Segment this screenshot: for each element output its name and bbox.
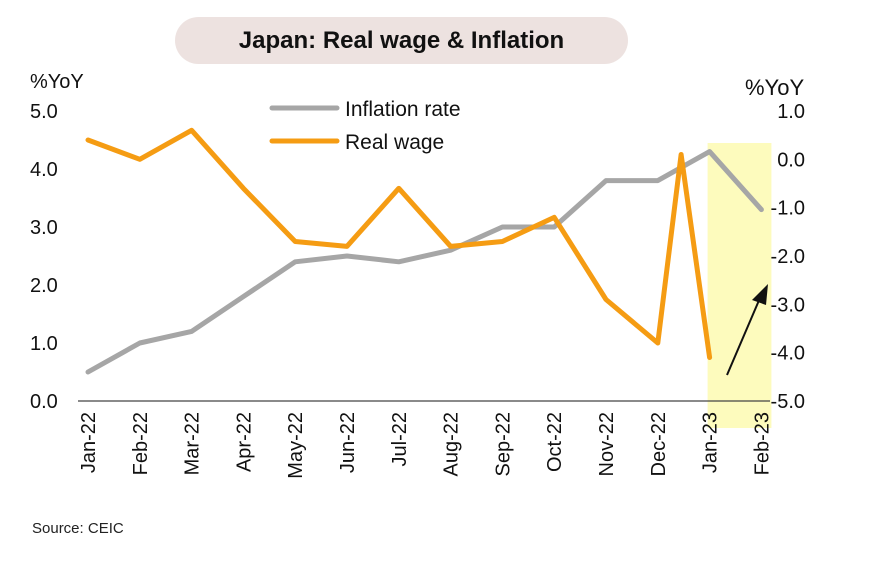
- x-tick-label: Jan-23: [700, 412, 722, 473]
- x-tick-label: Nov-22: [596, 412, 618, 476]
- legend-label-inflation-rate: Inflation rate: [345, 98, 461, 121]
- right-tick-label: -5.0: [771, 391, 805, 413]
- x-tick-label: May-22: [285, 412, 307, 479]
- x-tick-label: Aug-22: [441, 412, 463, 477]
- x-tick-label: Feb-22: [130, 412, 152, 475]
- highlight-band: [707, 143, 772, 428]
- annotation-arrow-shaft: [726, 297, 761, 376]
- left-tick-label: 2.0: [30, 275, 58, 297]
- legend-label-real-wage: Real wage: [345, 131, 444, 154]
- series-line-real-wage: [85, 127, 713, 360]
- chart-title: Japan: Real wage & Inflation: [238, 26, 565, 54]
- right-tick-label: 1.0: [777, 101, 805, 123]
- right-axis-label: %YoY: [745, 75, 804, 100]
- left-axis-label: %YoY: [30, 71, 84, 93]
- left-tick-label: 4.0: [30, 159, 58, 181]
- chart-title-pill: Japan: Real wage & Inflation: [175, 17, 628, 64]
- annotation-arrow-head: [752, 284, 768, 305]
- x-tick-label: Apr-22: [233, 412, 255, 472]
- left-tick-label: 5.0: [30, 101, 58, 123]
- right-tick-label: -4.0: [771, 343, 805, 365]
- left-tick-label: 0.0: [30, 391, 58, 413]
- x-tick-label: Mar-22: [182, 412, 204, 475]
- x-tick-label: Sep-22: [492, 412, 514, 477]
- x-tick-label: Oct-22: [544, 412, 566, 472]
- right-tick-label: -1.0: [771, 198, 805, 220]
- series-line-inflation-rate: [85, 149, 764, 375]
- source-note: Source: CEIC: [32, 520, 124, 537]
- right-tick-label: -2.0: [771, 246, 805, 268]
- x-tick-label: Jul-22: [389, 412, 411, 466]
- x-tick-label: Jun-22: [337, 412, 359, 473]
- x-tick-label: Jan-22: [78, 412, 100, 473]
- right-tick-label: 0.0: [777, 149, 805, 171]
- x-tick-label: Feb-23: [751, 412, 773, 475]
- right-tick-label: -3.0: [771, 294, 805, 316]
- left-tick-label: 3.0: [30, 217, 58, 239]
- left-tick-label: 1.0: [30, 333, 58, 355]
- x-tick-label: Dec-22: [648, 412, 670, 476]
